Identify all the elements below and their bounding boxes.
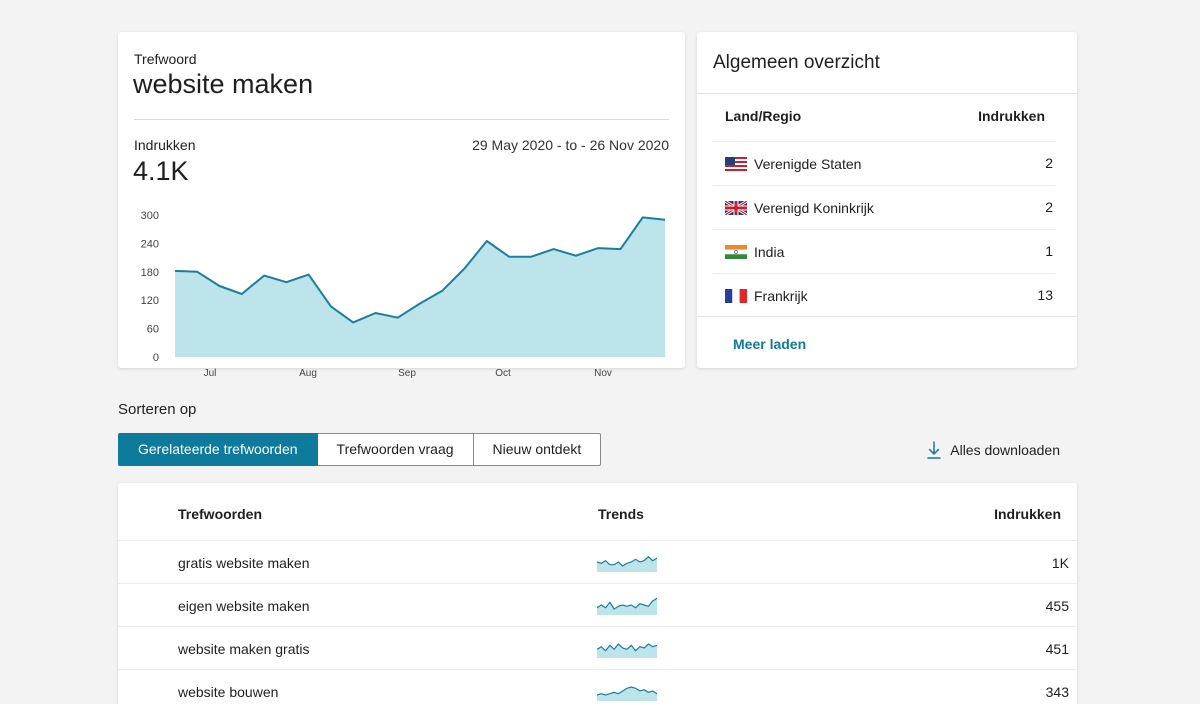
country-impressions: 1 (1045, 243, 1053, 259)
x-tick-label: Nov (594, 368, 612, 379)
y-tick-label: 180 (141, 267, 159, 279)
impressions-line (174, 216, 666, 324)
trend-sparkline (597, 686, 657, 701)
us-flag-icon (725, 157, 747, 171)
x-tick-label: Oct (495, 368, 511, 379)
column-header-trends: Trends (598, 506, 644, 522)
impressions-value: 4.1K (133, 156, 189, 186)
download-label: Alles downloaden (950, 442, 1060, 458)
table-row[interactable]: website bouwen 343 (118, 669, 1077, 704)
divider (697, 93, 1077, 94)
sparkline-line (597, 643, 657, 652)
tab-related-keywords[interactable]: Gerelateerde trefwoorden (118, 433, 318, 466)
sparkline-line (597, 686, 657, 696)
trend-sparkline (597, 643, 657, 658)
country-impressions: 13 (1037, 287, 1053, 303)
keyword-title: website maken (133, 69, 314, 99)
country-impressions: 2 (1045, 155, 1053, 171)
column-header-impressions: Indrukken (994, 506, 1061, 522)
table-row[interactable]: eigen website maken 455 (118, 583, 1077, 626)
trend-sparkline (597, 597, 657, 615)
overview-card: Algemeen overzicht Land/Regio Indrukken … (697, 32, 1077, 368)
table-row[interactable]: website maken gratis 451 (118, 626, 1077, 669)
country-name: India (754, 244, 785, 260)
download-all-button[interactable]: Alles downloaden (927, 441, 1060, 459)
column-header-country: Land/Regio (725, 108, 802, 124)
divider (697, 316, 1077, 317)
y-tick-label: 120 (141, 295, 159, 307)
y-tick-label: 60 (147, 324, 159, 336)
y-tick-label: 0 (153, 352, 159, 364)
y-tick-label: 300 (141, 210, 159, 222)
keyword-cell[interactable]: eigen website maken (178, 598, 310, 614)
x-tick-label: Jul (204, 368, 217, 379)
keyword-cell[interactable]: website maken gratis (178, 641, 310, 657)
sort-tabs: Gerelateerde trefwoorden Trefwoorden vra… (118, 433, 602, 466)
impressions-cell: 451 (1045, 641, 1069, 657)
column-header-impressions: Indrukken (978, 108, 1045, 124)
load-more-link[interactable]: Meer laden (733, 336, 807, 352)
x-tick-label: Aug (299, 368, 317, 379)
impressions-area (175, 217, 665, 357)
x-tick-label: Sep (398, 368, 416, 379)
impressions-label: Indrukken (134, 137, 196, 153)
keyword-cell[interactable]: gratis website maken (178, 555, 310, 571)
keyword-card: Trefwoord website maken Indrukken 4.1K 2… (118, 32, 685, 379)
overview-title: Algemeen overzicht (713, 52, 880, 73)
country-row: Frankrijk 13 (713, 273, 1055, 317)
uk-flag-icon (725, 201, 747, 215)
country-name: Frankrijk (754, 288, 808, 304)
download-icon (927, 441, 941, 459)
table-row[interactable]: gratis website maken 1K (118, 540, 1077, 583)
impressions-chart: 300 240 180 120 60 0 Jul Aug Sep Oct Nov (141, 210, 666, 379)
trend-sparkline (597, 555, 657, 572)
country-impressions: 2 (1045, 199, 1053, 215)
column-header-keywords: Trefwoorden (178, 506, 263, 522)
country-row: India 1 (713, 229, 1055, 273)
country-row: Verenigd Koninkrijk 2 (713, 185, 1055, 229)
france-flag-icon (725, 289, 747, 303)
tab-question-keywords[interactable]: Trefwoorden vraag (317, 433, 474, 466)
sparkline-area (597, 687, 657, 701)
sparkline-line (597, 597, 657, 610)
country-name: Verenigde Staten (754, 156, 862, 172)
sparkline-line (597, 555, 657, 567)
date-range: 29 May 2020 - to - 26 Nov 2020 (472, 137, 669, 153)
keyword-label: Trefwoord (134, 51, 197, 67)
india-flag-icon (725, 245, 747, 259)
keywords-table: Trefwoorden Trends Indrukken gratis webs… (118, 483, 1077, 704)
impressions-cell: 455 (1045, 598, 1069, 614)
impressions-cell: 343 (1045, 684, 1069, 700)
sparkline-area (597, 556, 657, 572)
tab-newly-discovered[interactable]: Nieuw ontdekt (473, 433, 602, 466)
keyword-cell[interactable]: website bouwen (178, 684, 279, 700)
country-name: Verenigd Koninkrijk (754, 200, 874, 216)
divider (134, 119, 669, 120)
country-row: Verenigde Staten 2 (713, 141, 1055, 185)
sort-label: Sorteren op (118, 401, 197, 418)
y-tick-label: 240 (141, 238, 159, 250)
impressions-cell: 1K (1051, 555, 1069, 571)
